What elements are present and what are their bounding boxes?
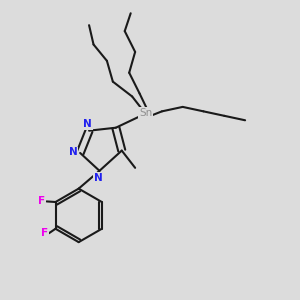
Text: F: F — [38, 196, 45, 206]
Text: N: N — [94, 173, 102, 183]
Text: F: F — [40, 228, 48, 238]
Text: Sn: Sn — [139, 108, 152, 118]
Text: N: N — [83, 119, 92, 129]
Text: N: N — [69, 147, 77, 158]
